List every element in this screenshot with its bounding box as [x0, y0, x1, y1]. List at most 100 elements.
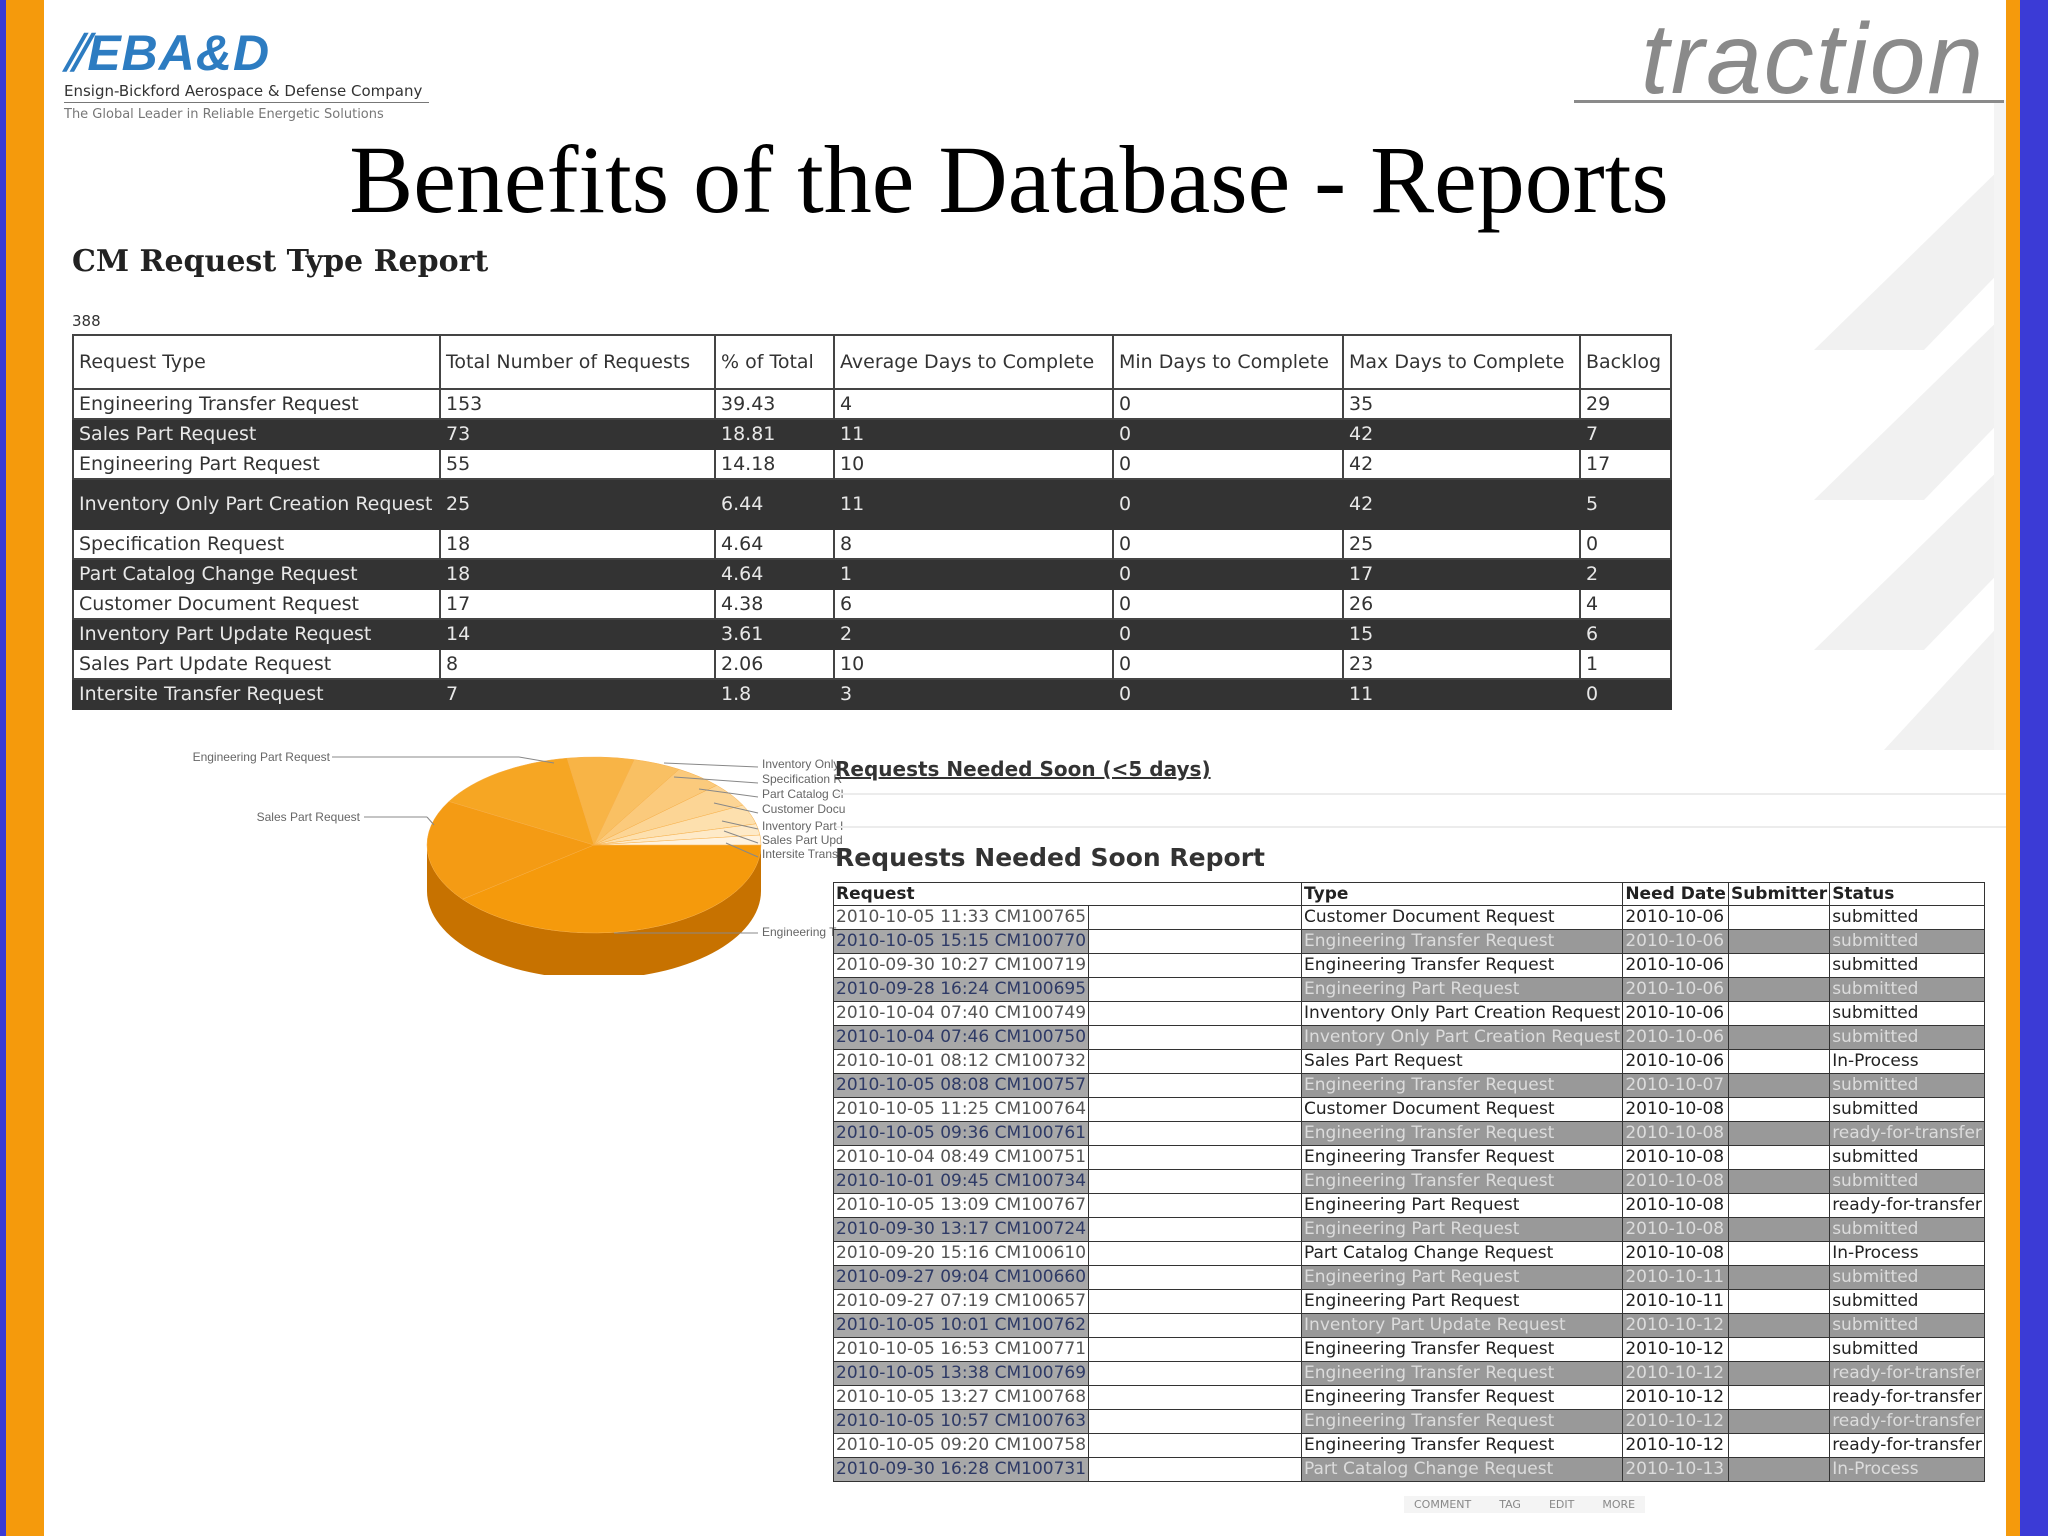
- table-cell: [1088, 1433, 1302, 1458]
- table-cell: [1088, 1073, 1302, 1098]
- request-link[interactable]: 2010-10-01 08:12 CM100732: [832, 1049, 1090, 1074]
- logo-wing-icon: ⫽: [64, 25, 88, 81]
- table-cell: [1727, 1385, 1831, 1410]
- table-row: 2010-10-01 08:12 CM100732 Sales Part Requ…: [832, 1049, 1985, 1074]
- request-link[interactable]: 2010-10-05 10:01 CM100762: [832, 1313, 1090, 1338]
- table-row: 2010-09-30 16:28 CM100731 Part Catalog Ch…: [832, 1457, 1985, 1482]
- table-cell: Engineering Transfer Request: [1301, 1337, 1624, 1362]
- table-row: 2010-10-05 09:36 CM100761 Engineering Tra…: [832, 1121, 1985, 1146]
- table-row: 2010-10-05 09:20 CM100758 Engineering Tra…: [832, 1433, 1985, 1458]
- table-row: 2010-10-04 07:40 CM100749 Inventory Only …: [832, 1001, 1985, 1026]
- table-cell: Engineering Transfer Request: [1301, 953, 1624, 978]
- table-cell: [1088, 1169, 1302, 1194]
- request-link[interactable]: 2010-09-30 16:28 CM100731: [832, 1457, 1090, 1482]
- request-link[interactable]: 2010-10-05 09:36 CM100761: [832, 1121, 1090, 1146]
- leader-line: [723, 830, 759, 844]
- table-row: 2010-10-05 13:09 CM100767 Engineering Par…: [832, 1193, 1985, 1218]
- table-cell: [1088, 1025, 1302, 1050]
- table-cell: 4: [1579, 588, 1672, 620]
- table-cell: ready-for-transfer: [1829, 1385, 1985, 1410]
- table-cell: submitted: [1829, 1025, 1985, 1050]
- table-cell: 0: [1112, 558, 1344, 590]
- table-cell: 6: [833, 588, 1114, 620]
- request-link[interactable]: 2010-10-05 13:09 CM100767: [832, 1193, 1090, 1218]
- table-cell: 8: [833, 528, 1114, 560]
- request-link[interactable]: 2010-09-27 09:04 CM100660: [832, 1265, 1090, 1290]
- table-cell: Engineering Transfer Request: [1301, 1433, 1624, 1458]
- table-cell: 2010-10-07: [1622, 1073, 1729, 1098]
- request-link[interactable]: 2010-09-20 15:16 CM100610: [832, 1241, 1090, 1266]
- request-link[interactable]: 2010-10-01 09:45 CM100734: [832, 1169, 1090, 1194]
- request-link[interactable]: 2010-10-05 15:15 CM100770: [832, 929, 1090, 954]
- table-cell: [1088, 1361, 1302, 1386]
- table-cell: 18.81: [714, 418, 835, 450]
- request-link[interactable]: 2010-10-05 10:57 CM100763: [832, 1409, 1090, 1434]
- left-orange-border: [6, 0, 44, 1536]
- request-link[interactable]: 2010-10-04 07:46 CM100750: [832, 1025, 1090, 1050]
- request-link[interactable]: 2010-09-30 13:17 CM100724: [832, 1217, 1090, 1242]
- table-cell: 6.44: [714, 478, 835, 530]
- slide-title: Benefits of the Database - Reports: [349, 126, 1669, 233]
- request-link[interactable]: 2010-10-05 09:20 CM100758: [832, 1433, 1090, 1458]
- logo-subtitle: Ensign-Bickford Aerospace & Defense Comp…: [64, 82, 429, 103]
- table-cell: In-Process: [1829, 1241, 1985, 1266]
- table-cell: [1727, 1433, 1831, 1458]
- request-link[interactable]: 2010-10-05 13:38 CM100769: [832, 1361, 1090, 1386]
- table-cell: 2010-10-11: [1622, 1289, 1729, 1314]
- table-cell: 0: [1579, 678, 1672, 710]
- table-row: 2010-10-05 10:01 CM100762 Inventory Part …: [832, 1313, 1985, 1338]
- table-cell: 14.18: [714, 448, 835, 480]
- pie-side: [427, 845, 761, 979]
- table-cell: 42: [1342, 418, 1581, 450]
- table-cell: 0: [1112, 678, 1344, 710]
- leader-line: [713, 802, 759, 814]
- toolbar-item-edit[interactable]: EDIT: [1548, 1498, 1575, 1511]
- request-link[interactable]: 2010-10-05 16:53 CM100771: [832, 1337, 1090, 1362]
- request-link[interactable]: 2010-09-30 10:27 CM100719: [832, 953, 1090, 978]
- table-cell: 4.64: [714, 558, 835, 590]
- table-cell: 29: [1579, 388, 1672, 420]
- toolbar-item-tag[interactable]: TAG: [1499, 1498, 1521, 1511]
- bottom-toolbar: COMMENT TAG EDIT MORE: [1404, 1496, 1646, 1513]
- request-link[interactable]: 2010-09-28 16:24 CM100695: [832, 977, 1090, 1002]
- leader-line: [721, 820, 759, 830]
- table-row: 2010-10-05 15:15 CM100770 Engineering Tra…: [832, 929, 1985, 954]
- table-cell: In-Process: [1829, 1457, 1985, 1482]
- table-row: 2010-10-01 09:45 CM100734 Engineering Tra…: [832, 1169, 1985, 1194]
- column-header: Request: [832, 882, 1303, 906]
- table-cell: [1088, 1145, 1302, 1170]
- request-link[interactable]: 2010-10-05 11:25 CM100764: [832, 1097, 1090, 1122]
- table-cell: 8: [439, 648, 716, 680]
- soon-report-header-row: Request Type Need Date Submitter Status: [832, 882, 1985, 906]
- table-cell: Inventory Part Update Request: [1301, 1313, 1624, 1338]
- table-cell: Engineering Transfer Request: [1301, 1385, 1624, 1410]
- table-cell: [1727, 1049, 1831, 1074]
- table-cell: 17: [439, 588, 716, 620]
- toolbar-item-comment[interactable]: COMMENT: [1414, 1498, 1472, 1511]
- request-link[interactable]: 2010-10-05 11:33 CM100765: [832, 905, 1090, 930]
- table-cell: Customer Document Request: [72, 588, 441, 620]
- request-link[interactable]: 2010-10-05 08:08 CM100757: [832, 1073, 1090, 1098]
- table-cell: 153: [439, 388, 716, 420]
- request-link[interactable]: 2010-10-04 08:49 CM100751: [832, 1145, 1090, 1170]
- request-link[interactable]: 2010-10-05 13:27 CM100768: [832, 1385, 1090, 1410]
- table-cell: submitted: [1829, 1337, 1985, 1362]
- soon-report-title: Requests Needed Soon Report: [835, 843, 1265, 872]
- table-cell: Inventory Only Part Creation Request: [1301, 1001, 1624, 1026]
- table-row: 2010-09-30 13:17 CM100724 Engineering Par…: [832, 1217, 1985, 1242]
- table-cell: 2.06: [714, 648, 835, 680]
- table-cell: Sales Part Request: [1301, 1049, 1624, 1074]
- table-cell: [1727, 1217, 1831, 1242]
- requests-needed-soon-link[interactable]: Requests Needed Soon (<5 days): [835, 757, 1211, 781]
- table-cell: submitted: [1829, 1217, 1985, 1242]
- table-cell: 0: [1112, 588, 1344, 620]
- table-cell: Engineering Part Request: [1301, 977, 1624, 1002]
- table-cell: Engineering Transfer Request: [1301, 1409, 1624, 1434]
- table-cell: [1727, 1265, 1831, 1290]
- pie-label: Inventory Part I: [762, 819, 843, 833]
- table-cell: [1088, 1457, 1302, 1482]
- table-row: 2010-10-04 08:49 CM100751 Engineering Tra…: [832, 1145, 1985, 1170]
- request-link[interactable]: 2010-09-27 07:19 CM100657: [832, 1289, 1090, 1314]
- request-link[interactable]: 2010-10-04 07:40 CM100749: [832, 1001, 1090, 1026]
- toolbar-item-more[interactable]: MORE: [1602, 1498, 1636, 1511]
